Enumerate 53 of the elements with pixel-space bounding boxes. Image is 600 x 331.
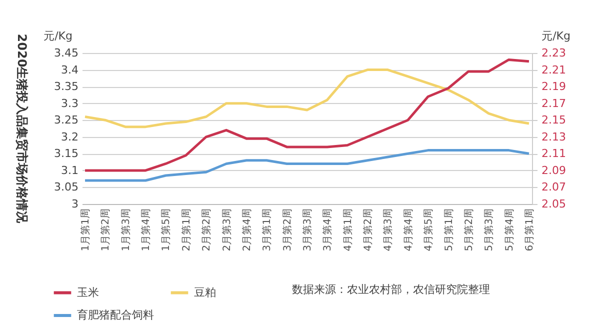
y2-tick-label: 2.21 (542, 63, 566, 76)
y-tick-label: 3.25 (54, 114, 78, 127)
x-tick-label: 1月第5周 (160, 208, 172, 252)
y-tick-label: 3.05 (54, 180, 78, 194)
x-tick-label: 5月第4周 (503, 208, 516, 252)
y-tick-label: 3.3 (61, 96, 78, 110)
source-note: 数据来源：农业农村部，农信研究院整理 (292, 283, 490, 296)
y2-tick-label: 2.09 (542, 164, 566, 177)
y2-tick-label: 2.05 (542, 198, 566, 210)
y2-tick-label: 2.17 (542, 96, 566, 110)
x-tick-label: 4月第5周 (422, 208, 435, 252)
x-tick-label: 2月第1周 (180, 208, 192, 252)
y-tick-label: 3.35 (54, 80, 78, 94)
y2-tick-label: 2.23 (542, 46, 566, 60)
x-tick-label: 3月第1周 (261, 208, 274, 252)
x-tick-label: 1月第2周 (100, 208, 112, 252)
x-tick-label: 4月第4周 (402, 208, 414, 252)
x-tick-label: 2月第3周 (220, 208, 233, 252)
x-tick-label: 4月第3周 (382, 208, 394, 252)
x-tick-label: 2月第2周 (200, 208, 213, 252)
y-tick-label: 3.1 (61, 164, 78, 177)
line-series (84, 68, 530, 128)
x-tick-label: 1月第3周 (120, 208, 132, 252)
x-tick-label: 3月第4周 (322, 208, 334, 252)
x-tick-label: 5月第2周 (462, 208, 475, 252)
line-series (84, 58, 530, 172)
y2-tick-label: 2.07 (542, 180, 566, 194)
y2-tick-label: 2.19 (542, 80, 566, 94)
legend-label: 玉米 (77, 286, 99, 299)
x-tick-label: 6月第1周 (523, 208, 536, 252)
x-tick-label: 4月第1周 (342, 208, 354, 252)
legend-label: 育肥猪配合饲料 (77, 308, 154, 322)
x-tick-label: 3月第2周 (281, 208, 294, 252)
legend-label: 豆粕 (194, 286, 216, 299)
y2-tick-label: 2.11 (542, 147, 566, 160)
x-tick-label: 1月第4周 (140, 208, 152, 252)
y2-axis-title: 元/Kg (542, 30, 570, 42)
y-tick-label: 3.4 (61, 63, 78, 76)
x-tick-label: 5月第3周 (483, 208, 496, 252)
y-tick-label: 3.15 (54, 147, 78, 160)
y-tick-label: 3.2 (61, 130, 78, 144)
y-axis-title: 元/Kg (44, 30, 72, 42)
x-tick-label: 1月第1周 (80, 208, 92, 252)
y-tick-label: 3 (72, 198, 78, 210)
text: 2020生猪投入品集贸市场价格情况 (15, 34, 30, 224)
x-tick-label: 4月第2周 (362, 208, 374, 252)
x-tick-label: 3月第3周 (302, 208, 314, 252)
line-series (84, 149, 530, 182)
x-tick-label: 5月第1周 (442, 208, 455, 252)
y2-tick-label: 2.15 (542, 114, 566, 127)
y2-tick-label: 2.13 (542, 130, 566, 144)
y-tick-label: 3.45 (54, 46, 78, 60)
x-tick-label: 2月第4周 (240, 208, 253, 252)
